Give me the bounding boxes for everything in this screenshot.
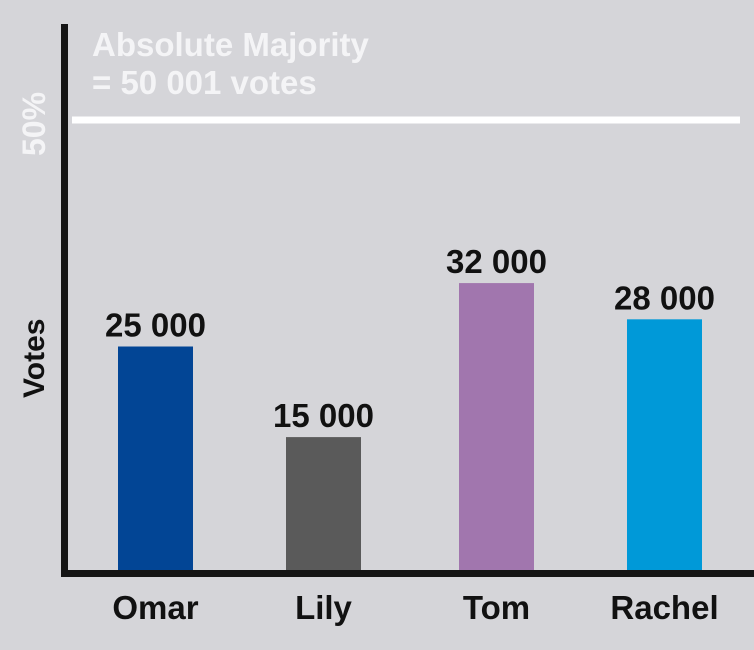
x-tick-label-rachel: Rachel — [610, 589, 718, 626]
data-label-omar: 25 000 — [105, 307, 206, 344]
bar-lily — [286, 437, 361, 573]
data-label-tom: 32 000 — [446, 243, 547, 280]
majority-annotation: Absolute Majority = 50 001 votes — [92, 26, 369, 102]
x-tick-label-lily: Lily — [295, 589, 352, 626]
data-label-rachel: 28 000 — [614, 279, 715, 316]
annotation-line-1: Absolute Majority — [92, 26, 369, 63]
x-tick-label-omar: Omar — [112, 589, 198, 626]
x-tick-label-tom: Tom — [463, 589, 530, 626]
bar-omar — [118, 346, 193, 573]
annotation-line-2: = 50 001 votes — [92, 64, 317, 101]
bar-rachel — [627, 319, 702, 573]
data-label-lily: 15 000 — [273, 397, 374, 434]
y-axis-label: Votes — [18, 318, 51, 398]
reference-line-label: 50% — [16, 91, 52, 156]
bar-tom — [459, 283, 534, 573]
